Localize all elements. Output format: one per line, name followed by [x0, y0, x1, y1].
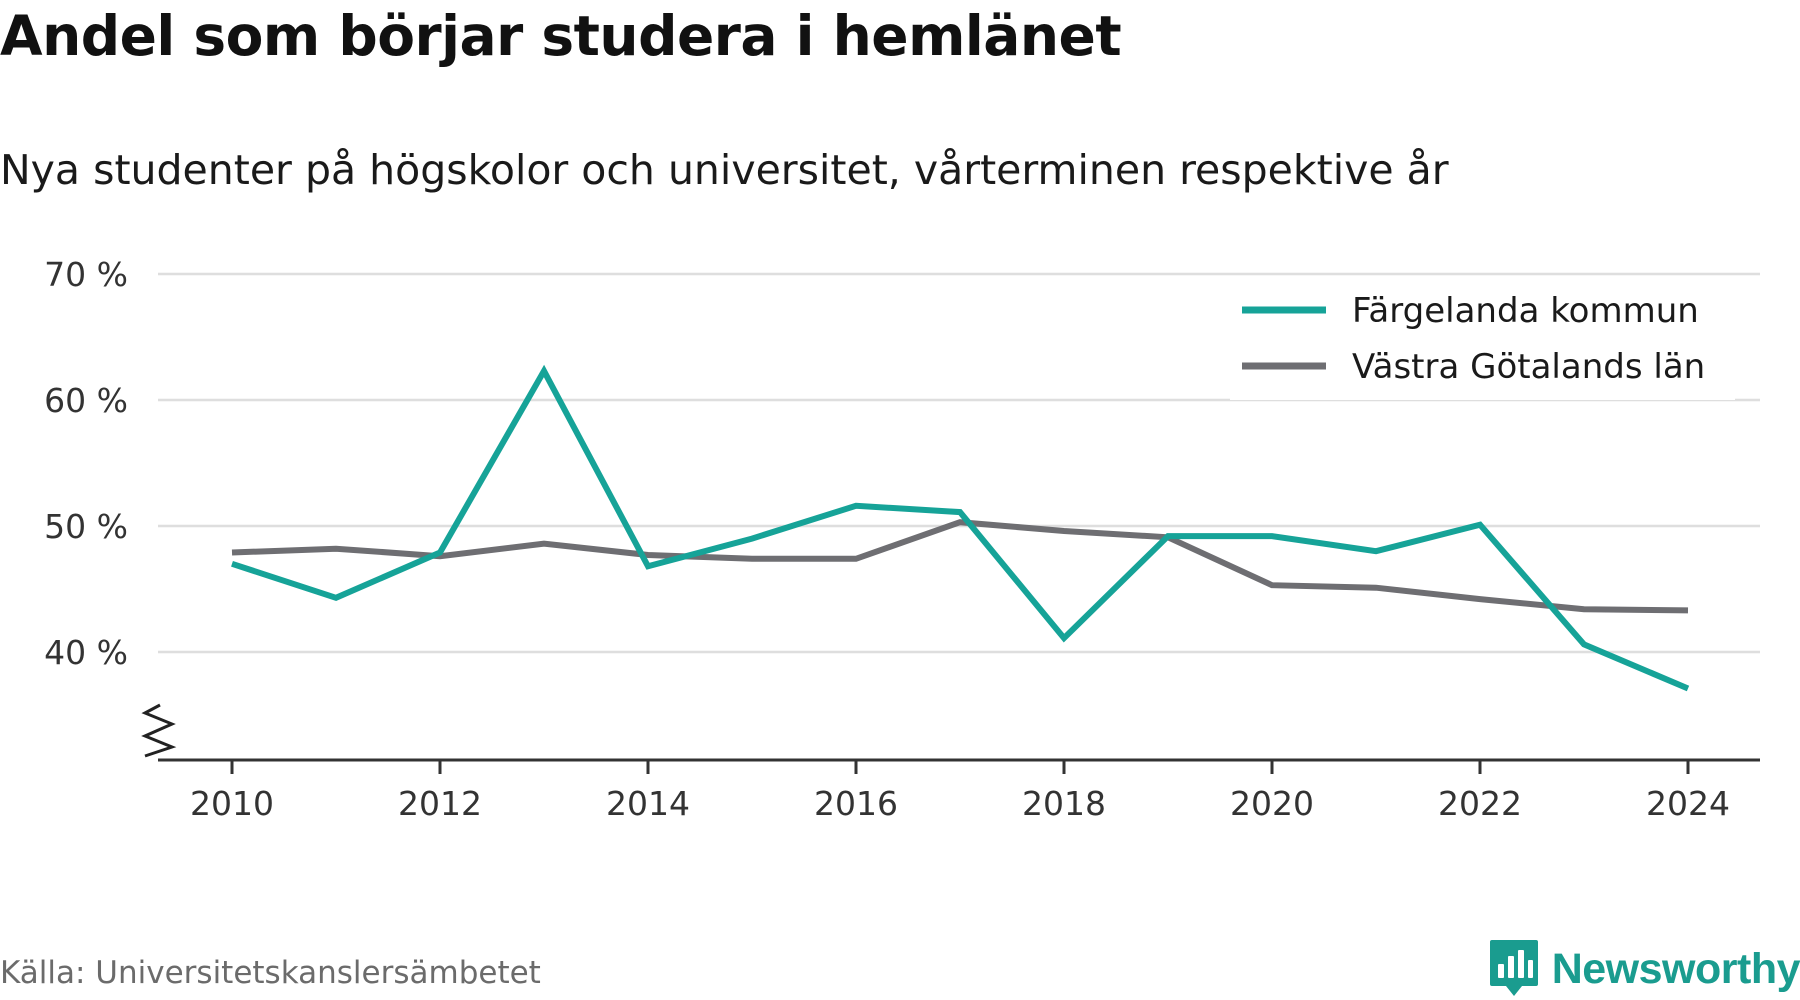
y-tick-label: 40 % [44, 633, 128, 672]
x-axis-tick-labels: 2010 2012 2014 2016 2018 2020 2022 2024 [190, 760, 1730, 823]
x-tick-label: 2018 [1022, 784, 1106, 823]
legend-label-2: Västra Götalands län [1352, 347, 1705, 387]
y-axis-break-icon [141, 703, 177, 758]
x-tick-label: 2022 [1438, 784, 1522, 823]
x-tick-label: 2014 [606, 784, 690, 823]
y-tick-label: 60 % [44, 381, 128, 420]
chart-subtitle: Nya studenter på högskolor och universit… [0, 146, 1449, 194]
y-tick-label: 50 % [44, 507, 128, 546]
brand-logo: Newsworthy [1488, 938, 1800, 1000]
brand-name: Newsworthy [1551, 944, 1800, 993]
x-tick-label: 2010 [190, 784, 274, 823]
legend: Färgelanda kommun Västra Götalands län [1230, 288, 1735, 400]
series-lines [231, 364, 1690, 692]
x-tick-label: 2024 [1646, 784, 1730, 823]
series-line-1 [231, 364, 1690, 692]
x-tick-label: 2016 [814, 784, 898, 823]
line-chart: 40 % 50 % 60 % 70 % 2010 2012 2014 2016 2018 202… [44, 255, 1760, 823]
x-tick-label: 2020 [1230, 784, 1314, 823]
x-axis [141, 703, 1760, 762]
y-axis-tick-labels: 40 % 50 % 60 % 70 % [44, 255, 128, 672]
series-line-2 [231, 519, 1689, 614]
y-tick-label: 70 % [44, 255, 128, 294]
legend-label-1: Färgelanda kommun [1352, 291, 1699, 331]
source-note: Källa: Universitetskanslersämbetet [0, 955, 541, 991]
x-tick-label: 2012 [398, 784, 482, 823]
newsworthy-logo-icon [1489, 940, 1538, 996]
chart-title: Andel som börjar studera i hemlänet [0, 4, 1122, 68]
